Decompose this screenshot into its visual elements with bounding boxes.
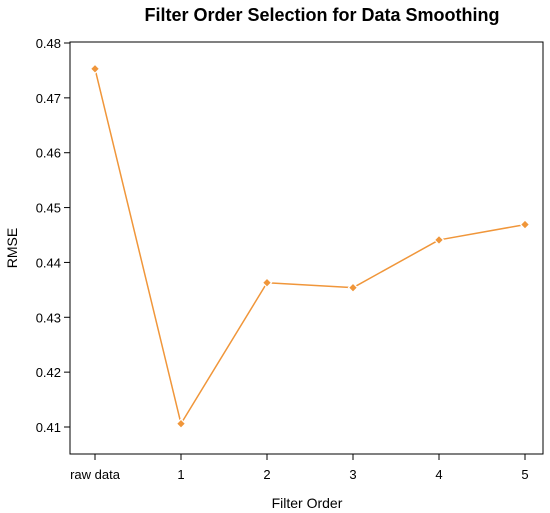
chart-title: Filter Order Selection for Data Smoothin… bbox=[144, 5, 499, 25]
series-line bbox=[94, 68, 526, 425]
series-layer bbox=[89, 63, 531, 430]
y-tick-label: 0.46 bbox=[36, 146, 61, 161]
x-tick-label: 5 bbox=[521, 467, 528, 482]
data-point bbox=[175, 418, 187, 430]
y-tick-label: 0.41 bbox=[36, 420, 61, 435]
x-tick-label: 3 bbox=[349, 467, 356, 482]
y-tick-label: 0.43 bbox=[36, 310, 61, 325]
data-point bbox=[433, 234, 445, 246]
data-point bbox=[347, 282, 359, 294]
x-tick-label: 2 bbox=[263, 467, 270, 482]
x-tick-label: 4 bbox=[435, 467, 442, 482]
plot-frame bbox=[69, 41, 544, 455]
data-point bbox=[519, 219, 531, 230]
x-tick-label: raw data bbox=[70, 467, 121, 482]
x-axis-title: Filter Order bbox=[272, 495, 343, 511]
y-tick-label: 0.44 bbox=[36, 255, 61, 270]
y-tick-label: 0.47 bbox=[36, 91, 61, 106]
y-tick-label: 0.45 bbox=[36, 201, 61, 216]
y-tick-label: 0.42 bbox=[36, 365, 61, 380]
x-axis: raw data 1 2 3 4 5 bbox=[70, 454, 529, 482]
x-tick-label: 1 bbox=[177, 467, 184, 482]
y-axis-title: RMSE bbox=[4, 228, 20, 268]
y-tick-label: 0.48 bbox=[36, 36, 61, 51]
data-point bbox=[261, 277, 273, 289]
y-axis: 0.41 0.42 0.43 0.44 0.45 0.46 0.47 0.48 bbox=[36, 36, 70, 435]
data-point bbox=[89, 63, 101, 75]
